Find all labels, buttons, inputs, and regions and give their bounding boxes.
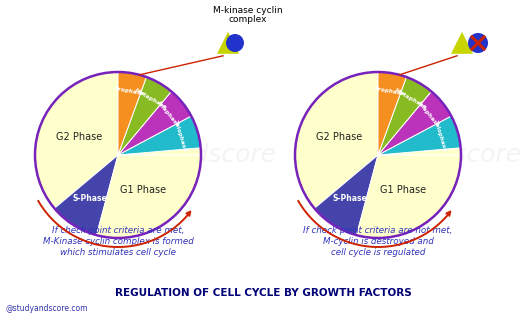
Wedge shape	[118, 77, 171, 155]
Text: G2 Phase: G2 Phase	[56, 132, 102, 142]
Text: complex: complex	[229, 15, 267, 24]
Text: M-kinase cyclin: M-kinase cyclin	[213, 6, 283, 15]
Text: If check point criteria are not met,: If check point criteria are not met,	[304, 226, 453, 235]
Text: Telophase: Telophase	[173, 120, 187, 153]
Text: S-Phase: S-Phase	[332, 194, 367, 203]
Wedge shape	[295, 72, 378, 208]
Polygon shape	[217, 32, 239, 54]
Text: If check point criteria are met,: If check point criteria are met,	[52, 226, 184, 235]
Text: Anaphase: Anaphase	[156, 100, 180, 129]
Text: cell cycle is regulated: cell cycle is regulated	[331, 248, 425, 257]
Text: studyandscore: studyandscore	[93, 143, 277, 167]
Text: studyandscore: studyandscore	[338, 143, 522, 167]
Text: REGULATION OF CELL CYCLE BY GROWTH FACTORS: REGULATION OF CELL CYCLE BY GROWTH FACTO…	[115, 288, 411, 298]
Text: Prophase: Prophase	[114, 86, 145, 97]
Wedge shape	[118, 148, 201, 155]
Wedge shape	[118, 116, 201, 155]
Wedge shape	[118, 91, 191, 155]
Text: Anaphase: Anaphase	[416, 100, 441, 129]
Text: G2 Phase: G2 Phase	[316, 132, 362, 142]
Text: Telophase: Telophase	[433, 120, 447, 153]
Wedge shape	[378, 91, 451, 155]
Text: Prophase: Prophase	[373, 86, 405, 97]
Polygon shape	[451, 32, 473, 54]
Wedge shape	[378, 116, 461, 155]
Text: M-Kinase cyclin complex is formed: M-Kinase cyclin complex is formed	[43, 237, 194, 246]
Wedge shape	[378, 148, 461, 155]
Wedge shape	[54, 155, 118, 235]
Text: which stimulates cell cycle: which stimulates cell cycle	[60, 248, 176, 257]
Text: M-cyclin is destroyed and: M-cyclin is destroyed and	[322, 237, 433, 246]
Wedge shape	[357, 155, 461, 238]
Wedge shape	[315, 155, 378, 235]
Text: Metaphase: Metaphase	[133, 88, 167, 110]
Text: @studyandscore.com: @studyandscore.com	[5, 304, 87, 313]
Wedge shape	[378, 72, 407, 155]
Text: Metaphase: Metaphase	[393, 88, 428, 110]
Wedge shape	[118, 72, 146, 155]
Circle shape	[226, 34, 244, 52]
Wedge shape	[35, 72, 118, 208]
Text: G1 Phase: G1 Phase	[380, 185, 426, 195]
Circle shape	[468, 33, 488, 53]
Wedge shape	[96, 155, 201, 238]
Wedge shape	[378, 77, 431, 155]
Text: G1 Phase: G1 Phase	[120, 185, 166, 195]
Text: S-Phase: S-Phase	[73, 194, 107, 203]
